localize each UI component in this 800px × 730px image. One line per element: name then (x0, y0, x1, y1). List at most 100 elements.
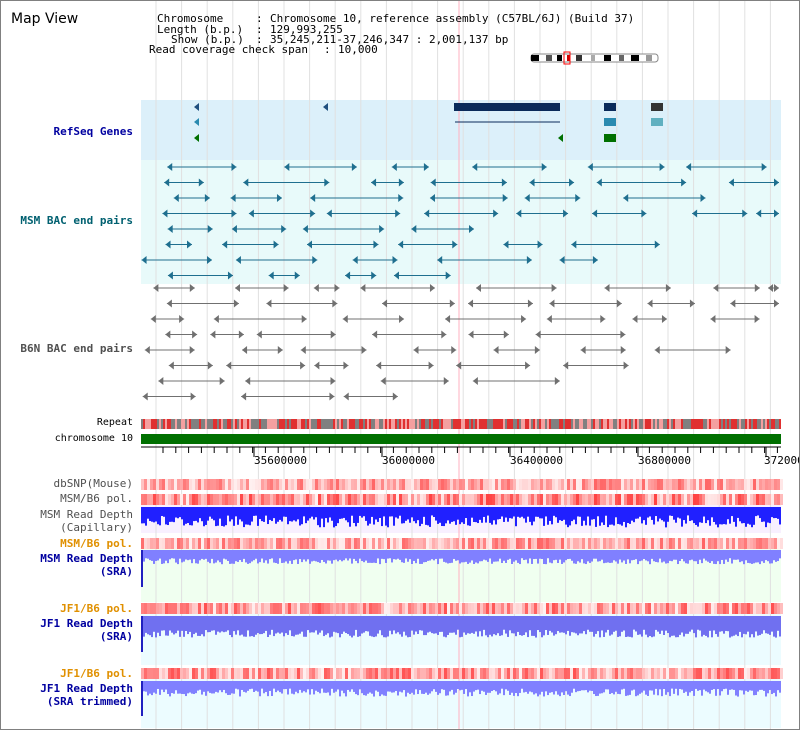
polymorphism-cell (330, 668, 333, 679)
read-depth-bar (355, 616, 357, 630)
track-label-msm-depth-sra[interactable]: MSM Read Depth (SRA) (40, 552, 133, 578)
read-depth-bar (319, 550, 321, 563)
read-depth-bar (417, 550, 419, 559)
track-label-dbsnp[interactable]: dbSNP(Mouse) (53, 477, 133, 490)
read-depth-bar (157, 507, 159, 525)
repeat-segment (395, 419, 397, 429)
polymorphism-cell (672, 603, 675, 614)
read-depth-bar (665, 616, 667, 631)
bac-end-marker (342, 315, 348, 323)
polymorphism-cell (450, 479, 453, 490)
read-depth-bar (337, 507, 339, 524)
polymorphism-cell (717, 494, 720, 505)
read-depth-bar (153, 550, 155, 564)
read-depth-bar (515, 550, 517, 561)
repeat-segment (463, 419, 465, 429)
read-depth-bar (513, 681, 515, 696)
polymorphism-cell (750, 668, 753, 679)
polymorphism-cell (459, 479, 462, 490)
polymorphism-cell (216, 538, 219, 549)
read-depth-bar (485, 550, 487, 561)
polymorphism-cell (540, 603, 543, 614)
track-label-msm-bac[interactable]: MSM BAC end pairs (20, 214, 133, 227)
read-depth-bar (747, 616, 749, 632)
polymorphism-cell (678, 479, 681, 490)
polymorphism-cell (480, 668, 483, 679)
read-depth-bar (611, 550, 613, 563)
polymorphism-cell (312, 494, 315, 505)
read-depth-bar (653, 681, 655, 695)
polymorphism-cell (324, 494, 327, 505)
read-depth-bar (237, 616, 239, 631)
label-line: MSM Read Depth (40, 508, 133, 521)
read-depth-bar (247, 681, 249, 691)
polymorphism-cell (321, 538, 324, 549)
read-depth-bar (331, 507, 333, 521)
polymorphism-cell (324, 479, 327, 490)
polymorphism-cell (297, 494, 300, 505)
polymorphism-cell (618, 494, 621, 505)
track-label-b6n-bac[interactable]: B6N BAC end pairs (20, 342, 133, 355)
track-label-refseq[interactable]: RefSeq Genes (53, 125, 133, 138)
polymorphism-cell (180, 538, 183, 549)
track-label-msm-depth-capillary[interactable]: MSM Read Depth (Capillary) (40, 508, 133, 534)
read-depth-bar (547, 616, 549, 635)
polymorphism-cell (177, 479, 180, 490)
read-depth-bar (725, 681, 727, 689)
polymorphism-cell (609, 603, 612, 614)
polymorphism-cell (486, 538, 489, 549)
read-depth-bar (761, 550, 763, 562)
polymorphism-cell (717, 668, 720, 679)
polymorphism-cell (639, 479, 642, 490)
polymorphism-cell (183, 603, 186, 614)
polymorphism-cell (204, 603, 207, 614)
read-depth-bar (191, 507, 193, 526)
read-depth-bar (509, 616, 511, 631)
polymorphism-cell (258, 494, 261, 505)
track-label-msm-pol[interactable]: MSM/B6 pol. (60, 492, 133, 505)
polymorphism-cell (246, 479, 249, 490)
polymorphism-cell (336, 538, 339, 549)
read-depth-bar (231, 681, 233, 694)
polymorphism-cell (573, 668, 576, 679)
read-depth-bar (443, 616, 445, 637)
repeat-segment (513, 419, 515, 429)
label-line: JF1 Read Depth (40, 682, 133, 695)
read-depth-bar (183, 681, 185, 695)
bac-end-marker (256, 330, 262, 339)
track-label-jf1-depth-sra[interactable]: JF1 Read Depth (SRA) (40, 617, 133, 643)
track-label-jf1-pol-2[interactable]: JF1/B6 pol. (60, 667, 133, 680)
read-depth-bar (311, 616, 313, 633)
repeat-segment (143, 419, 145, 429)
polymorphism-cell (345, 479, 348, 490)
polymorphism-cell (384, 479, 387, 490)
read-depth-bar (145, 616, 147, 633)
track-label-msm-pol-2[interactable]: MSM/B6 pol. (60, 537, 133, 550)
track-label-jf1-depth-trimmed[interactable]: JF1 Read Depth (SRA trimmed) (40, 682, 133, 708)
read-depth-bar (435, 681, 437, 692)
read-depth-bar (181, 681, 183, 694)
read-depth-bar (333, 550, 335, 561)
read-depth-bar (411, 681, 413, 693)
polymorphism-cell (159, 668, 162, 679)
read-depth-bar (551, 550, 553, 564)
repeat-segment (769, 419, 771, 429)
bac-end-marker (551, 284, 557, 292)
read-depth-bar (187, 507, 189, 524)
read-depth-bar (565, 550, 567, 561)
polymorphism-cell (141, 668, 144, 679)
polymorphism-cell (291, 479, 294, 490)
read-depth-bar (255, 616, 257, 635)
read-depth-bar (239, 616, 241, 636)
repeat-segment (371, 419, 373, 429)
bac-end-marker (162, 209, 168, 218)
polymorphism-cell (327, 538, 330, 549)
repeat-segment (541, 419, 543, 429)
polymorphism-cell (480, 479, 483, 490)
read-depth-bar (555, 550, 557, 560)
read-depth-bar (341, 681, 343, 691)
track-label-jf1-pol[interactable]: JF1/B6 pol. (60, 602, 133, 615)
polymorphism-cell (612, 494, 615, 505)
polymorphism-cell (591, 668, 594, 679)
